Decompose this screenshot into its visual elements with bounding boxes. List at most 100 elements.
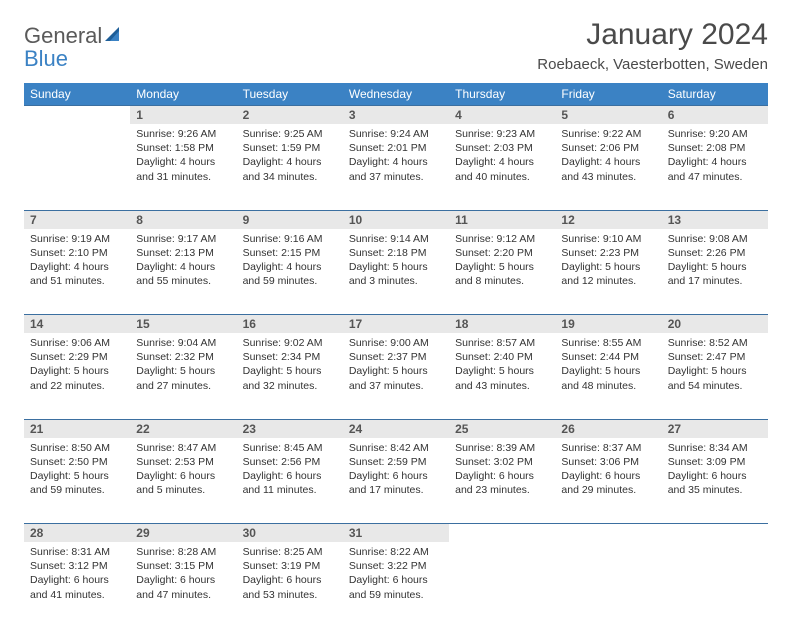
daylight-text-2: and 59 minutes.	[243, 274, 337, 288]
daylight-text-2: and 43 minutes.	[561, 170, 655, 184]
day-cell: Sunrise: 9:14 AMSunset: 2:18 PMDaylight:…	[343, 229, 449, 315]
weekday-header: Saturday	[662, 83, 768, 106]
day-cell: Sunrise: 8:22 AMSunset: 3:22 PMDaylight:…	[343, 542, 449, 628]
sunset-text: Sunset: 3:19 PM	[243, 559, 337, 573]
daylight-text: Daylight: 5 hours	[349, 260, 443, 274]
day-cell: Sunrise: 9:23 AMSunset: 2:03 PMDaylight:…	[449, 124, 555, 210]
day-content-row: Sunrise: 9:19 AMSunset: 2:10 PMDaylight:…	[24, 229, 768, 315]
day-cell: Sunrise: 9:17 AMSunset: 2:13 PMDaylight:…	[130, 229, 236, 315]
day-cell: Sunrise: 9:04 AMSunset: 2:32 PMDaylight:…	[130, 333, 236, 419]
day-number: 30	[237, 524, 343, 543]
header: GeneralBlue January 2024 Roebaeck, Vaest…	[24, 18, 768, 81]
daylight-text: Daylight: 4 hours	[136, 155, 230, 169]
daylight-text-2: and 40 minutes.	[455, 170, 549, 184]
sunrise-text: Sunrise: 8:42 AM	[349, 441, 443, 455]
daylight-text: Daylight: 6 hours	[243, 573, 337, 587]
daylight-text-2: and 37 minutes.	[349, 170, 443, 184]
sunrise-text: Sunrise: 8:52 AM	[668, 336, 762, 350]
sunrise-text: Sunrise: 8:47 AM	[136, 441, 230, 455]
day-number: 12	[555, 210, 661, 229]
day-number-row: 28293031	[24, 524, 768, 543]
logo-text-general: General	[24, 24, 102, 47]
day-number: 16	[237, 315, 343, 334]
sunset-text: Sunset: 2:59 PM	[349, 455, 443, 469]
sunrise-text: Sunrise: 9:02 AM	[243, 336, 337, 350]
day-number	[24, 106, 130, 125]
sunrise-text: Sunrise: 8:28 AM	[136, 545, 230, 559]
logo-text-blue: Blue	[24, 47, 125, 70]
day-cell: Sunrise: 8:37 AMSunset: 3:06 PMDaylight:…	[555, 438, 661, 524]
daylight-text-2: and 17 minutes.	[668, 274, 762, 288]
daylight-text-2: and 29 minutes.	[561, 483, 655, 497]
sunrise-text: Sunrise: 8:37 AM	[561, 441, 655, 455]
daylight-text: Daylight: 6 hours	[455, 469, 549, 483]
daylight-text-2: and 47 minutes.	[668, 170, 762, 184]
sunrise-text: Sunrise: 9:16 AM	[243, 232, 337, 246]
day-number: 1	[130, 106, 236, 125]
sunrise-text: Sunrise: 9:26 AM	[136, 127, 230, 141]
daylight-text: Daylight: 4 hours	[136, 260, 230, 274]
daylight-text-2: and 59 minutes.	[30, 483, 124, 497]
day-number: 10	[343, 210, 449, 229]
daylight-text-2: and 27 minutes.	[136, 379, 230, 393]
sunset-text: Sunset: 3:15 PM	[136, 559, 230, 573]
daylight-text-2: and 11 minutes.	[243, 483, 337, 497]
daylight-text: Daylight: 6 hours	[561, 469, 655, 483]
day-cell: Sunrise: 9:06 AMSunset: 2:29 PMDaylight:…	[24, 333, 130, 419]
sunrise-text: Sunrise: 8:22 AM	[349, 545, 443, 559]
daylight-text: Daylight: 5 hours	[30, 364, 124, 378]
daylight-text-2: and 5 minutes.	[136, 483, 230, 497]
sunset-text: Sunset: 2:18 PM	[349, 246, 443, 260]
daylight-text: Daylight: 5 hours	[668, 260, 762, 274]
sunset-text: Sunset: 1:59 PM	[243, 141, 337, 155]
sunrise-text: Sunrise: 8:25 AM	[243, 545, 337, 559]
sunrise-text: Sunrise: 9:25 AM	[243, 127, 337, 141]
sunrise-text: Sunrise: 9:00 AM	[349, 336, 443, 350]
weekday-header: Sunday	[24, 83, 130, 106]
daylight-text-2: and 34 minutes.	[243, 170, 337, 184]
sunset-text: Sunset: 2:13 PM	[136, 246, 230, 260]
weekday-header: Tuesday	[237, 83, 343, 106]
day-number	[555, 524, 661, 543]
sunrise-text: Sunrise: 9:08 AM	[668, 232, 762, 246]
day-content-row: Sunrise: 8:50 AMSunset: 2:50 PM Daylight:…	[24, 438, 768, 524]
sunset-text: Sunset: 3:06 PM	[561, 455, 655, 469]
weekday-header: Monday	[130, 83, 236, 106]
daylight-text: Daylight: 5 hours	[668, 364, 762, 378]
day-cell: Sunrise: 8:57 AMSunset: 2:40 PMDaylight:…	[449, 333, 555, 419]
daylight-text: Daylight: 6 hours	[30, 573, 124, 587]
day-number-row: 78910111213	[24, 210, 768, 229]
day-number: 4	[449, 106, 555, 125]
day-number: 31	[343, 524, 449, 543]
sunrise-text: Sunrise: 8:50 AM	[30, 441, 124, 455]
day-cell: Sunrise: 9:22 AMSunset: 2:06 PMDaylight:…	[555, 124, 661, 210]
daylight-text: Daylight: 5 hours	[561, 364, 655, 378]
day-number: 29	[130, 524, 236, 543]
daylight-text-2: and 54 minutes.	[668, 379, 762, 393]
sunset-text: Sunset: 1:58 PM	[136, 141, 230, 155]
sunset-text: Sunset: 2:34 PM	[243, 350, 337, 364]
sunset-text: Sunset: 2:08 PM	[668, 141, 762, 155]
title-block: January 2024 Roebaeck, Vaesterbotten, Sw…	[537, 18, 768, 81]
sunset-text: Sunset: 2:50 PM	[30, 455, 124, 469]
day-number	[662, 524, 768, 543]
daylight-text: Daylight: 6 hours	[349, 469, 443, 483]
daylight-text: Daylight: 4 hours	[668, 155, 762, 169]
sunset-text: Sunset: 2:29 PM	[30, 350, 124, 364]
sunrise-text: Sunrise: 9:06 AM	[30, 336, 124, 350]
daylight-text-2: and 43 minutes.	[455, 379, 549, 393]
day-number: 20	[662, 315, 768, 334]
daylight-text-2: and 55 minutes.	[136, 274, 230, 288]
sunset-text: Sunset: 2:32 PM	[136, 350, 230, 364]
sunrise-text: Sunrise: 9:19 AM	[30, 232, 124, 246]
daylight-text: Daylight: 4 hours	[243, 260, 337, 274]
logo: GeneralBlue	[24, 18, 125, 70]
sunrise-text: Sunrise: 8:45 AM	[243, 441, 337, 455]
day-number: 28	[24, 524, 130, 543]
day-cell	[24, 124, 130, 210]
daylight-text-2: and 53 minutes.	[243, 588, 337, 602]
day-cell: Sunrise: 8:50 AMSunset: 2:50 PMDaylight:…	[24, 438, 130, 524]
sunrise-text: Sunrise: 9:24 AM	[349, 127, 443, 141]
day-cell: Sunrise: 8:34 AMSunset: 3:09 PMDaylight:…	[662, 438, 768, 524]
day-number: 8	[130, 210, 236, 229]
